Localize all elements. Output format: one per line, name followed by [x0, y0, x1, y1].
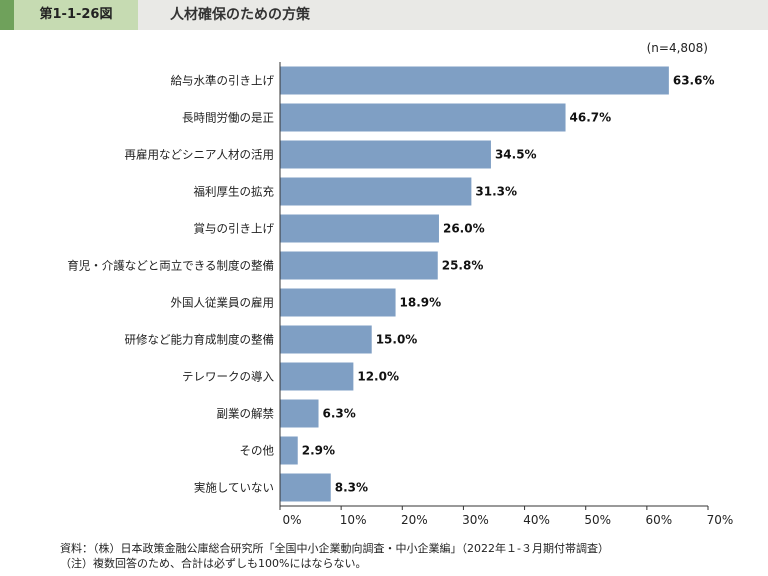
- bar-5: [280, 214, 439, 243]
- x-tick-label-4: 30%: [462, 513, 489, 527]
- category-label-1: 給与水準の引き上げ: [171, 74, 275, 88]
- x-ticks-layer: 0% 10% 20% 30% 40% 50% 60% 70%: [279, 506, 734, 527]
- figure-header: 第1-1-26図 人材確保のための方策: [0, 0, 768, 30]
- category-label-7: 外国人従業員の雇用: [171, 296, 275, 310]
- value-label-12: 8.3%: [335, 481, 368, 495]
- bar-11: [280, 436, 298, 465]
- category-label-3: 再雇用などシニア人材の活用: [125, 148, 275, 162]
- header-accent: [0, 0, 14, 30]
- category-label-11: その他: [240, 444, 275, 458]
- x-tick-label-1: 0%: [282, 513, 301, 527]
- value-label-8: 15.0%: [376, 333, 418, 347]
- value-label-4: 31.3%: [475, 185, 517, 199]
- notes: 資料：（株）日本政策金融公庫総合研究所「全国中小企業動向調査・中小企業編」（20…: [60, 541, 609, 571]
- value-label-3: 34.5%: [495, 148, 537, 162]
- x-tick-label-7: 60%: [646, 513, 673, 527]
- category-label-2: 長時間労働の是正: [182, 111, 274, 125]
- bars-layer: 給与水準の引き上げ 63.6% 長時間労働の是正 46.7% 再雇用などシニア人材の活用…: [67, 66, 715, 502]
- category-label-4: 福利厚生の拡充: [194, 185, 275, 199]
- category-label-5: 賞与の引き上げ: [194, 222, 275, 236]
- bar-10: [280, 399, 319, 428]
- x-tick-label-3: 20%: [401, 513, 428, 527]
- category-label-9: テレワークの導入: [182, 370, 274, 384]
- category-label-10: 副業の解禁: [217, 407, 275, 421]
- sample-size-note: (n=4,808): [647, 41, 708, 55]
- value-label-11: 2.9%: [302, 444, 335, 458]
- value-label-7: 18.9%: [400, 296, 442, 310]
- value-label-9: 12.0%: [357, 370, 399, 384]
- value-label-2: 46.7%: [570, 111, 612, 125]
- x-tick-label-5: 40%: [523, 513, 550, 527]
- bar-2: [280, 103, 566, 132]
- bar-6: [280, 251, 438, 280]
- x-tick-label-8: 70%: [707, 513, 734, 527]
- source-note: 資料：（株）日本政策金融公庫総合研究所「全国中小企業動向調査・中小企業編」（20…: [60, 542, 609, 555]
- bar-7: [280, 288, 396, 317]
- remark-note: （注）複数回答のため、合計は必ずしも100%にはならない。: [60, 557, 367, 570]
- bar-3: [280, 140, 491, 169]
- figure-number: 第1-1-26図: [14, 0, 138, 30]
- x-tick-label-2: 10%: [340, 513, 367, 527]
- bar-12: [280, 473, 331, 502]
- category-label-8: 研修など能力育成制度の整備: [125, 333, 275, 347]
- figure-title: 人材確保のための方策: [170, 7, 310, 23]
- bar-9: [280, 362, 354, 391]
- value-label-1: 63.6%: [673, 74, 715, 88]
- x-tick-label-6: 50%: [584, 513, 611, 527]
- bar-4: [280, 177, 472, 206]
- bar-1: [280, 66, 669, 95]
- value-label-5: 26.0%: [443, 222, 485, 236]
- bar-8: [280, 325, 372, 354]
- value-label-10: 6.3%: [323, 407, 356, 421]
- category-label-12: 実施していない: [194, 481, 274, 495]
- category-label-6: 育児・介護などと両立できる制度の整備: [67, 259, 274, 273]
- value-label-6: 25.8%: [442, 259, 484, 273]
